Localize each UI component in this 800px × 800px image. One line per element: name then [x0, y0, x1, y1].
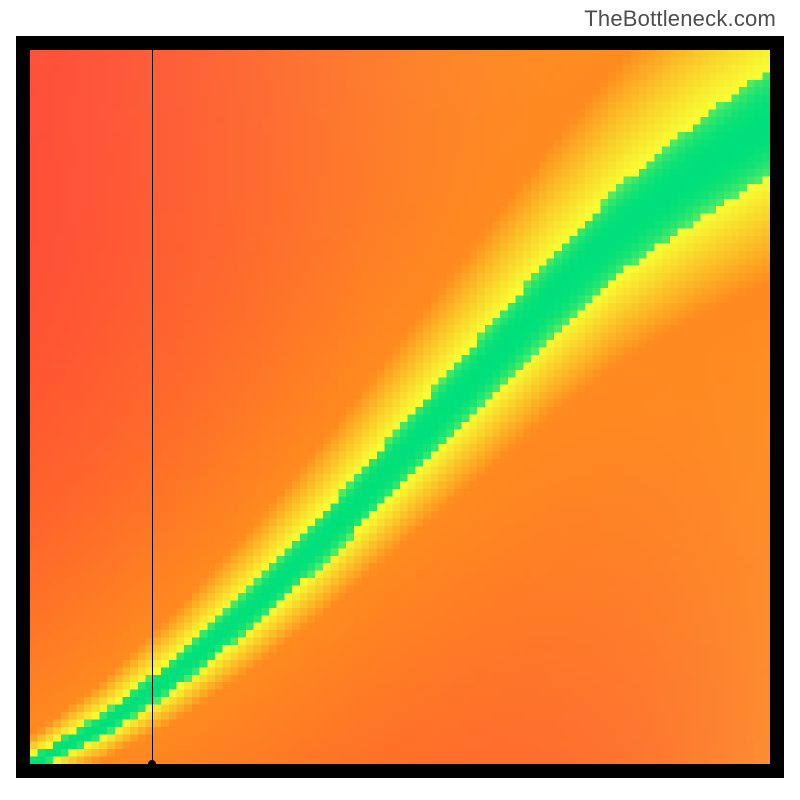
plot-frame-border	[16, 36, 784, 778]
chart-container: TheBottleneck.com	[0, 0, 800, 800]
watermark-text: TheBottleneck.com	[584, 6, 776, 32]
